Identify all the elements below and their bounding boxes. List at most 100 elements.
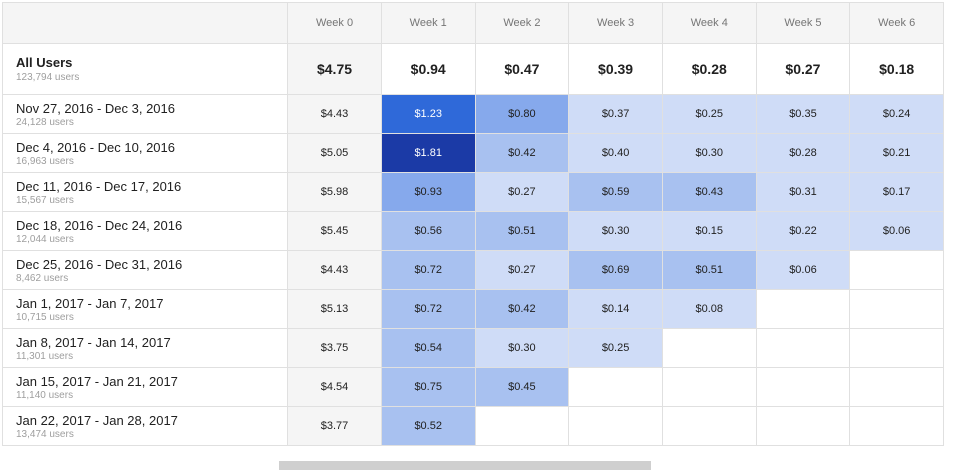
cohort-cell[interactable]: $5.13 <box>287 289 382 329</box>
all-users-count: 123,794 users <box>16 72 80 83</box>
cohort-cell[interactable]: $0.40 <box>568 133 663 173</box>
cohort-date-range: Jan 1, 2017 - Jan 7, 2017 <box>16 295 164 311</box>
cohort-cell[interactable]: $0.75 <box>380 367 476 407</box>
cohort-table-container: Week 0 Week 1 Week 2 Week 3 Week 4 Week … <box>2 2 944 455</box>
cohort-user-count: 13,474 users <box>16 428 74 440</box>
cohort-cell[interactable]: $0.06 <box>755 250 851 290</box>
cohort-cell[interactable]: $3.77 <box>287 406 382 446</box>
week-header[interactable]: Week 1 <box>380 2 476 44</box>
cohort-cell[interactable]: $0.21 <box>849 133 944 173</box>
cohort-cell[interactable]: $0.93 <box>380 172 476 212</box>
cohort-cell[interactable]: $4.54 <box>287 367 382 407</box>
cohort-cell[interactable]: $0.69 <box>568 250 663 290</box>
empty-cell <box>568 367 663 407</box>
empty-cell <box>755 328 851 368</box>
cohort-cell[interactable]: $0.56 <box>380 211 476 251</box>
cohort-cell[interactable]: $0.42 <box>474 133 570 173</box>
cohort-cell[interactable]: $3.75 <box>287 328 382 368</box>
cohort-cell[interactable]: $5.05 <box>287 133 382 173</box>
week-header[interactable]: Week 3 <box>568 2 663 44</box>
cohort-cell[interactable]: $0.31 <box>755 172 851 212</box>
cohort-cell[interactable]: $4.43 <box>287 94 382 134</box>
cohort-cell[interactable]: $1.81 <box>380 133 476 173</box>
week-header[interactable]: Week 4 <box>661 2 757 44</box>
cohort-label: Jan 1, 2017 - Jan 7, 2017 10,715 users <box>2 289 289 329</box>
cohort-cell[interactable]: $0.17 <box>849 172 944 212</box>
cohort-cell[interactable]: $0.27 <box>474 250 570 290</box>
cohort-cell[interactable]: $0.54 <box>380 328 476 368</box>
empty-cell <box>849 250 944 290</box>
cohort-date-range: Dec 18, 2016 - Dec 24, 2016 <box>16 217 183 233</box>
cohort-cell[interactable]: $5.45 <box>287 211 382 251</box>
cohort-row: Dec 25, 2016 - Dec 31, 2016 8,462 users $4… <box>2 250 944 290</box>
cohort-cell[interactable]: $0.51 <box>474 211 570 251</box>
empty-cell <box>568 406 663 446</box>
cohort-cell[interactable]: $0.15 <box>661 211 757 251</box>
cohort-cell[interactable]: $0.35 <box>755 94 851 134</box>
cohort-cell[interactable]: $4.43 <box>287 250 382 290</box>
cohort-date-range: Jan 15, 2017 - Jan 21, 2017 <box>16 373 178 389</box>
all-users-row: All Users 123,794 users $4.75 $0.94 $0.4… <box>2 43 944 95</box>
cohort-date-range: Jan 22, 2017 - Jan 28, 2017 <box>16 412 178 428</box>
empty-cell <box>755 367 851 407</box>
cohort-row: Dec 4, 2016 - Dec 10, 2016 16,963 users $5… <box>2 133 944 173</box>
cohort-label: Jan 15, 2017 - Jan 21, 2017 11,140 users <box>2 367 289 407</box>
cohort-cell[interactable]: $0.52 <box>380 406 476 446</box>
cohort-cell[interactable]: $0.30 <box>568 211 663 251</box>
cohort-date-range: Jan 8, 2017 - Jan 14, 2017 <box>16 334 171 350</box>
cohort-user-count: 15,567 users <box>16 194 74 206</box>
week-header[interactable]: Week 5 <box>755 2 851 44</box>
cohort-cell[interactable]: $0.80 <box>474 94 570 134</box>
cohort-date-range: Dec 25, 2016 - Dec 31, 2016 <box>16 256 183 272</box>
empty-cell <box>661 328 757 368</box>
cohort-cell[interactable]: $0.24 <box>849 94 944 134</box>
cohort-cell[interactable]: $0.51 <box>661 250 757 290</box>
cohort-cell[interactable]: $0.28 <box>755 133 851 173</box>
cohort-cell[interactable]: $0.72 <box>380 289 476 329</box>
cohort-cell[interactable]: $0.27 <box>474 172 570 212</box>
cohort-cell[interactable]: $0.43 <box>661 172 757 212</box>
all-users-value: $0.27 <box>755 43 851 95</box>
cohort-cell[interactable]: $0.06 <box>849 211 944 251</box>
cohort-cell[interactable]: $0.30 <box>661 133 757 173</box>
cohort-cell[interactable]: $0.42 <box>474 289 570 329</box>
cohort-cell[interactable]: $0.45 <box>474 367 570 407</box>
week-header[interactable]: Week 0 <box>287 2 382 44</box>
cohort-user-count: 12,044 users <box>16 233 74 245</box>
all-users-value: $4.75 <box>287 43 382 95</box>
horizontal-scrollbar[interactable] <box>279 461 651 470</box>
all-users-label: All Users 123,794 users <box>2 43 289 95</box>
cohort-user-count: 10,715 users <box>16 311 74 323</box>
cohort-row: Dec 11, 2016 - Dec 17, 2016 15,567 users $… <box>2 172 944 212</box>
cohort-cell[interactable]: $0.25 <box>568 328 663 368</box>
empty-cell <box>849 367 944 407</box>
cohort-table: Week 0 Week 1 Week 2 Week 3 Week 4 Week … <box>2 2 944 446</box>
cohort-cell[interactable]: $0.08 <box>661 289 757 329</box>
cohort-label: Jan 8, 2017 - Jan 14, 2017 11,301 users <box>2 328 289 368</box>
cohort-cell[interactable]: $5.98 <box>287 172 382 212</box>
all-users-value: $0.39 <box>568 43 663 95</box>
cohort-cell[interactable]: $0.37 <box>568 94 663 134</box>
cohort-label: Dec 25, 2016 - Dec 31, 2016 8,462 users <box>2 250 289 290</box>
all-users-value: $0.18 <box>849 43 944 95</box>
cohort-cell[interactable]: $0.25 <box>661 94 757 134</box>
cohort-cell[interactable]: $0.22 <box>755 211 851 251</box>
cohort-cell[interactable]: $0.72 <box>380 250 476 290</box>
cohort-label: Dec 18, 2016 - Dec 24, 2016 12,044 users <box>2 211 289 251</box>
cohort-user-count: 8,462 users <box>16 272 69 284</box>
cohort-cell[interactable]: $0.14 <box>568 289 663 329</box>
week-header[interactable]: Week 2 <box>474 2 570 44</box>
cohort-row: Jan 22, 2017 - Jan 28, 2017 13,474 users $… <box>2 406 944 446</box>
header-row: Week 0 Week 1 Week 2 Week 3 Week 4 Week … <box>2 2 944 44</box>
cohort-label: Jan 22, 2017 - Jan 28, 2017 13,474 users <box>2 406 289 446</box>
empty-cell <box>755 289 851 329</box>
cohort-cell[interactable]: $1.23 <box>380 94 476 134</box>
cohort-cell[interactable]: $0.59 <box>568 172 663 212</box>
week-header[interactable]: Week 6 <box>849 2 944 44</box>
cohort-row: Jan 8, 2017 - Jan 14, 2017 11,301 users $3… <box>2 328 944 368</box>
empty-cell <box>474 406 570 446</box>
all-users-value: $0.94 <box>380 43 476 95</box>
cohort-user-count: 24,128 users <box>16 116 74 128</box>
cohort-cell[interactable]: $0.30 <box>474 328 570 368</box>
empty-cell <box>849 328 944 368</box>
